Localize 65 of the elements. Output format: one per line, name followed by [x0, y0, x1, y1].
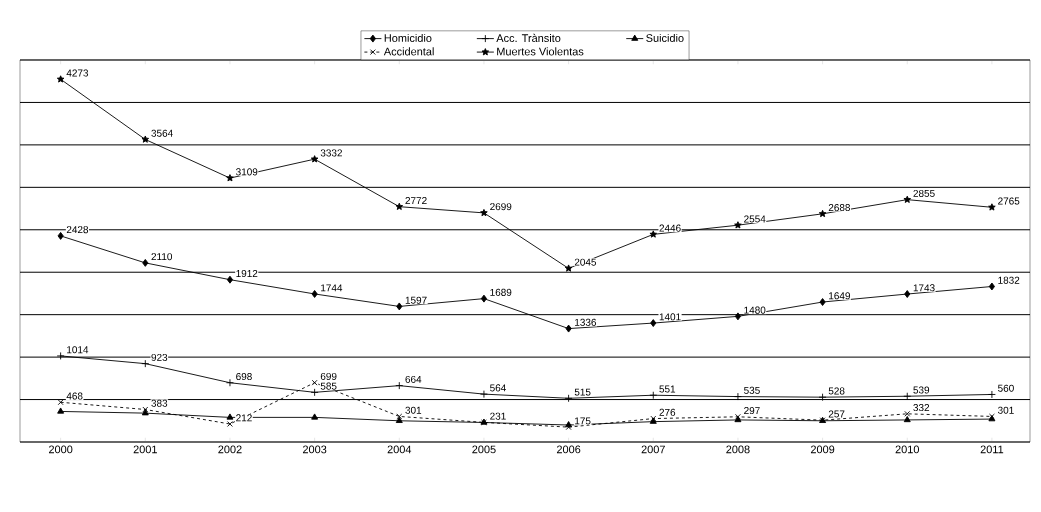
data-label: 383	[151, 399, 168, 407]
legend-label: Accidental	[383, 47, 434, 56]
data-label: 3564	[151, 129, 173, 137]
data-label: 468	[66, 392, 83, 400]
data-label: 2110	[151, 253, 173, 261]
data-label: 2855	[913, 189, 935, 197]
legend-label: Homicidio	[384, 33, 432, 42]
x-tick-label: 2005	[472, 445, 496, 454]
data-label: 301	[405, 406, 422, 414]
data-label: 560	[998, 384, 1014, 392]
data-label: 551	[659, 385, 676, 393]
data-label: 1401	[659, 313, 681, 321]
data-label: 1832	[998, 276, 1020, 284]
data-label: 276	[659, 408, 676, 416]
data-label: 2045	[574, 258, 597, 266]
x-tick-label: 2006	[556, 445, 581, 454]
data-label: 1743	[913, 284, 935, 292]
data-label: 212	[236, 414, 252, 422]
data-label: 3332	[320, 149, 342, 157]
data-label: 515	[574, 388, 591, 396]
data-label: 1689	[490, 288, 512, 296]
data-label: 1480	[744, 306, 766, 314]
data-label: 2446	[659, 224, 681, 232]
data-label: 3109	[236, 168, 258, 176]
x-tick-label: 2009	[810, 445, 835, 454]
data-label: 528	[828, 387, 845, 395]
data-label: 664	[405, 375, 422, 383]
data-label: 1744	[321, 284, 343, 292]
x-tick-label: 2007	[641, 445, 665, 454]
x-tick-label: 2008	[726, 445, 750, 454]
data-label: 2765	[998, 197, 1020, 205]
data-label: 564	[490, 384, 506, 392]
x-tick-label: 2010	[895, 445, 919, 454]
x-tick-label: 2002	[218, 445, 242, 454]
data-label: 698	[236, 373, 252, 381]
data-label: 923	[151, 353, 168, 361]
data-label: 539	[913, 386, 930, 394]
data-label: 332	[913, 404, 930, 412]
data-label: 231	[490, 412, 506, 420]
data-label: 257	[828, 410, 845, 418]
data-label: 1912	[236, 269, 258, 277]
data-label: 2554	[744, 215, 766, 223]
data-label: 1014	[67, 346, 89, 354]
data-label: 699	[320, 372, 337, 380]
data-label: 2699	[490, 203, 512, 211]
data-label: 301	[997, 406, 1014, 414]
data-label: 297	[744, 407, 760, 415]
x-tick-label: 2004	[387, 445, 412, 454]
data-label: 1649	[829, 292, 850, 300]
data-label: 2428	[66, 226, 89, 234]
data-label: 535	[744, 386, 760, 394]
legend-label: Acc. Trànsito	[496, 33, 561, 42]
data-label: 4273	[66, 69, 89, 77]
data-label: 2688	[828, 204, 851, 212]
x-tick-label: 2000	[48, 445, 73, 454]
legend-label: Muertes Violentas	[497, 47, 584, 56]
data-label: 585	[320, 382, 337, 390]
x-tick-label: 2001	[133, 445, 157, 454]
x-tick-label: 2011	[980, 445, 1004, 454]
data-label: 1336	[575, 318, 597, 326]
x-tick-label: 2003	[302, 445, 327, 454]
data-label: 1597	[405, 296, 427, 304]
data-label: 2772	[405, 197, 427, 204]
data-label: 175	[575, 417, 591, 425]
legend-label: Suicidio	[646, 33, 684, 42]
